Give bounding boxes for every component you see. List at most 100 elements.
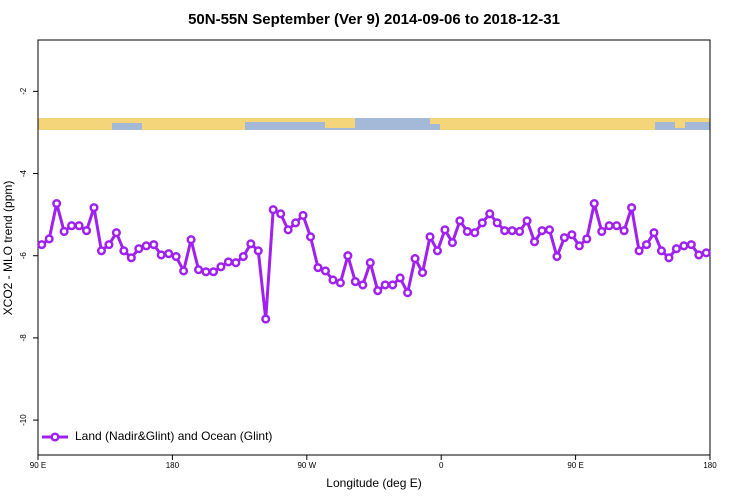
data-point bbox=[134, 244, 144, 254]
data-point bbox=[417, 268, 428, 278]
land-band bbox=[245, 118, 325, 122]
data-point bbox=[432, 246, 443, 256]
data-point bbox=[612, 221, 622, 231]
data-point bbox=[81, 226, 92, 236]
data-point bbox=[522, 216, 532, 226]
data-point bbox=[552, 251, 562, 262]
data-point bbox=[111, 228, 121, 238]
data-point bbox=[544, 225, 555, 235]
data-point bbox=[485, 209, 495, 219]
data-point bbox=[223, 257, 233, 267]
data-point bbox=[686, 240, 696, 250]
y-tick-label: -6 bbox=[19, 252, 28, 260]
data-point bbox=[671, 244, 681, 254]
data-point bbox=[298, 210, 308, 221]
data-point bbox=[455, 216, 465, 226]
data-point bbox=[641, 240, 652, 250]
y-tick-label: -10 bbox=[19, 414, 28, 426]
data-point bbox=[208, 267, 219, 277]
data-point bbox=[246, 239, 256, 249]
data-point bbox=[679, 241, 689, 251]
data-point bbox=[291, 218, 301, 228]
data-point bbox=[529, 237, 540, 247]
data-point bbox=[320, 266, 331, 276]
data-point bbox=[59, 226, 69, 237]
legend-label: Land (Nadir&Glint) and Ocean (Glint) bbox=[75, 429, 272, 443]
land-band bbox=[38, 118, 112, 130]
legend-marker bbox=[50, 432, 60, 442]
data-point bbox=[149, 240, 159, 250]
data-point bbox=[694, 250, 704, 260]
land-band bbox=[112, 118, 142, 123]
data-point bbox=[37, 240, 47, 250]
data-point bbox=[574, 241, 584, 251]
data-point bbox=[171, 251, 181, 262]
data-point bbox=[179, 266, 189, 276]
y-tick-label: -8 bbox=[19, 334, 28, 342]
data-point bbox=[701, 248, 711, 258]
data-point bbox=[119, 246, 129, 256]
data-point bbox=[89, 203, 99, 213]
data-point bbox=[67, 221, 77, 231]
data-point bbox=[410, 254, 420, 264]
data-point bbox=[500, 226, 510, 236]
data-point bbox=[507, 226, 517, 236]
data-point bbox=[164, 249, 174, 259]
data-point bbox=[537, 226, 547, 236]
data-point bbox=[365, 258, 375, 268]
data-point bbox=[462, 226, 472, 237]
data-point bbox=[477, 218, 487, 228]
x-tick-label: 180 bbox=[703, 461, 717, 470]
data-point bbox=[44, 234, 54, 244]
x-axis-label: Longitude (deg E) bbox=[326, 476, 421, 490]
data-point bbox=[559, 233, 569, 243]
data-point bbox=[649, 228, 659, 238]
data-point bbox=[231, 258, 241, 268]
data-point bbox=[656, 246, 667, 256]
data-point bbox=[305, 232, 316, 242]
data-point bbox=[156, 250, 166, 260]
data-point bbox=[567, 230, 577, 240]
land-band bbox=[430, 118, 440, 124]
data-point bbox=[261, 314, 271, 324]
data-point bbox=[604, 221, 614, 231]
land-band bbox=[142, 118, 245, 130]
land-band bbox=[675, 118, 685, 128]
data-point bbox=[634, 246, 644, 256]
data-point bbox=[619, 226, 629, 236]
x-tick-label: 90 E bbox=[567, 461, 583, 470]
x-tick-label: 0 bbox=[439, 461, 444, 470]
data-point bbox=[403, 288, 413, 298]
x-tick-label: 180 bbox=[166, 461, 180, 470]
data-point bbox=[268, 205, 278, 215]
data-point bbox=[74, 221, 84, 231]
data-point bbox=[425, 232, 435, 242]
data-point bbox=[283, 225, 293, 235]
y-axis-label: XCO2 - MLO trend (ppm) bbox=[1, 181, 15, 316]
y-tick-label: -4 bbox=[19, 169, 28, 177]
land-ocean-band bbox=[38, 118, 710, 130]
data-point bbox=[358, 280, 368, 290]
data-point bbox=[373, 286, 383, 296]
data-point bbox=[597, 226, 607, 237]
data-point bbox=[216, 262, 226, 272]
data-point bbox=[186, 235, 196, 245]
data-point bbox=[492, 218, 502, 228]
land-band bbox=[440, 118, 655, 130]
x-tick-label: 90 W bbox=[297, 461, 316, 470]
land-band bbox=[325, 118, 355, 128]
data-point bbox=[343, 251, 353, 261]
data-point bbox=[238, 251, 248, 262]
y-tick-label: -2 bbox=[19, 87, 28, 95]
data-point bbox=[253, 246, 263, 256]
data-point bbox=[201, 267, 211, 277]
data-point bbox=[515, 226, 525, 237]
data-point bbox=[96, 246, 107, 256]
chart-title: 50N-55N September (Ver 9) 2014-09-06 to … bbox=[188, 11, 560, 28]
plot-frame bbox=[37, 39, 711, 456]
data-point bbox=[276, 209, 286, 219]
data-point bbox=[104, 240, 114, 250]
data-point bbox=[380, 280, 390, 290]
data-point bbox=[395, 273, 405, 283]
